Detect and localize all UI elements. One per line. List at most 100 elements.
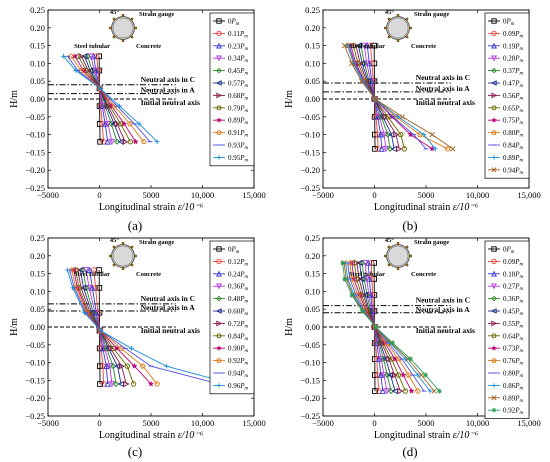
legend-marker: [491, 105, 497, 111]
legend-entry-number: 0.09: [503, 30, 516, 38]
legend-marker: [216, 55, 222, 62]
schematic-gauge-label: Strain gauge: [414, 11, 449, 18]
y-tick-label: −0.20: [300, 393, 320, 403]
data-point: [349, 292, 355, 298]
x-axis-label-text: Longitudinal strain: [374, 202, 453, 213]
data-point: [68, 53, 74, 59]
schematic-steel-label: Steel tubular: [349, 43, 385, 50]
legend-entry-symbol: P: [514, 142, 520, 150]
data-point: [397, 387, 404, 395]
legend-box: [209, 240, 255, 395]
y-tick-label: −0.15: [300, 147, 320, 157]
data-point: [68, 267, 75, 273]
legend-entry-symbol: P: [239, 283, 245, 291]
legend-marker: [216, 42, 222, 49]
strain-gauge-marker: [121, 39, 125, 42]
data-point: [61, 53, 66, 59]
series-line: [63, 56, 158, 143]
strain-gauge-marker: [384, 26, 387, 30]
data-point: [97, 381, 103, 387]
legend-entry: 0.57Pm: [228, 80, 249, 90]
y-tick-label: −0.10: [300, 358, 320, 368]
legend-marker: [491, 357, 497, 363]
legend-marker: [491, 42, 497, 49]
legend-marker: [490, 308, 497, 314]
strain-gauge-marker: [121, 242, 125, 245]
data-point: [432, 146, 438, 152]
data-point: [112, 380, 120, 387]
y-tick-label: 0.00: [305, 322, 320, 332]
data-point: [140, 138, 147, 145]
x-tick-label: 10,000: [466, 418, 489, 428]
data-point: [374, 131, 381, 138]
data-point: [81, 53, 88, 60]
section-schematic: 45° Strain gauge Steel tubular Concrete: [74, 9, 174, 50]
x-axis-label-text: Longitudinal strain: [99, 430, 178, 441]
legend-entry-subscript: m: [520, 96, 524, 101]
chart-panel: −0.25 −0.20 −0.15 −0.10 −0.05 0.00 0.05 0.10 0.1…: [9, 233, 266, 459]
legend-entry: 0.80Pm: [503, 129, 524, 139]
data-point: [84, 53, 91, 60]
legend-entry: 0.79Pm: [228, 104, 249, 114]
legend-entry-number: 0.45: [503, 308, 516, 316]
y-tick-label: 0.20: [305, 23, 320, 33]
neutral-axis-annotation: Initial neutral axis: [141, 98, 200, 107]
legend-entry-symbol: P: [239, 345, 245, 353]
data-point: [341, 42, 348, 49]
neutral-axis-annotation: Neutral axis in A: [141, 303, 196, 312]
x-axis-label: Longitudinal strain ε/10⁻⁶: [374, 202, 479, 213]
data-point: [104, 380, 111, 387]
y-tick-label: 0.00: [30, 322, 45, 332]
legend-entry-number: 0.92: [228, 357, 241, 365]
data-point: [429, 131, 435, 138]
legend-entry-symbol: P: [239, 30, 245, 38]
legend-entry-symbol: P: [514, 308, 520, 316]
legend-entry-subscript: m: [245, 84, 249, 89]
legend-marker: [216, 67, 222, 74]
data-point: [131, 362, 138, 369]
legend-entry-subscript: m: [245, 312, 249, 317]
data-point: [364, 78, 371, 85]
legend-entry: 0.68Pm: [228, 92, 249, 102]
section-schematic: 45° Strain gauge Steel tubular Concrete: [349, 9, 449, 50]
chart-panel: −0.25 −0.20 −0.15 −0.10 −0.05 0.00 0.05 0.10 0.1…: [9, 5, 266, 233]
data-point: [340, 260, 345, 266]
legend-entry: 0.55Pm: [503, 320, 524, 330]
legend-entry-number: 0: [503, 246, 507, 254]
data-point: [127, 139, 134, 145]
legend-entry-symbol: P: [239, 80, 245, 88]
legend-entry-symbol: P: [514, 92, 520, 100]
data-point: [90, 267, 97, 273]
legend-entry: 0.27Pm: [503, 283, 524, 293]
schematic-steel-label: Steel tubular: [74, 271, 110, 278]
legend-entry-number: 0.09: [503, 258, 516, 266]
legend-entry-subscript: m: [520, 59, 524, 64]
legend-entry-subscript: m: [245, 134, 249, 139]
data-point: [377, 131, 384, 138]
legend-entry-symbol: P: [514, 129, 520, 137]
legend-entry: 0.96Pm: [228, 382, 249, 392]
legend-entry: 0.93Pm: [228, 142, 249, 152]
strain-gauge-marker: [134, 254, 137, 258]
legend-entry-number: 0.45: [228, 67, 241, 75]
chart-panel: −0.25 −0.20 −0.15 −0.10 −0.05 0.00 0.05 0.10 0.1…: [284, 5, 541, 233]
data-point: [408, 356, 413, 362]
legend-entry: 0.12Pm: [228, 258, 249, 268]
legend-entry-subscript: m: [245, 158, 249, 163]
data-point: [396, 145, 403, 152]
legend-entry-subscript: m: [520, 386, 524, 391]
legend-entry-symbol: P: [514, 370, 520, 378]
x-tick-label: 10,000: [191, 190, 214, 200]
legend-entry-subscript: m: [520, 374, 524, 379]
legend-marker: [491, 270, 497, 277]
data-point: [117, 138, 124, 145]
legend-entry-symbol: P: [514, 154, 520, 162]
data-point: [391, 371, 398, 379]
legend-entry-symbol: P: [514, 30, 520, 38]
legend-entry-number: 0.90: [228, 345, 241, 353]
legend-entry-symbol: P: [514, 394, 520, 402]
data-point: [117, 121, 124, 127]
legend-entry-symbol: P: [514, 55, 520, 63]
strain-gauge-marker: [396, 39, 400, 42]
